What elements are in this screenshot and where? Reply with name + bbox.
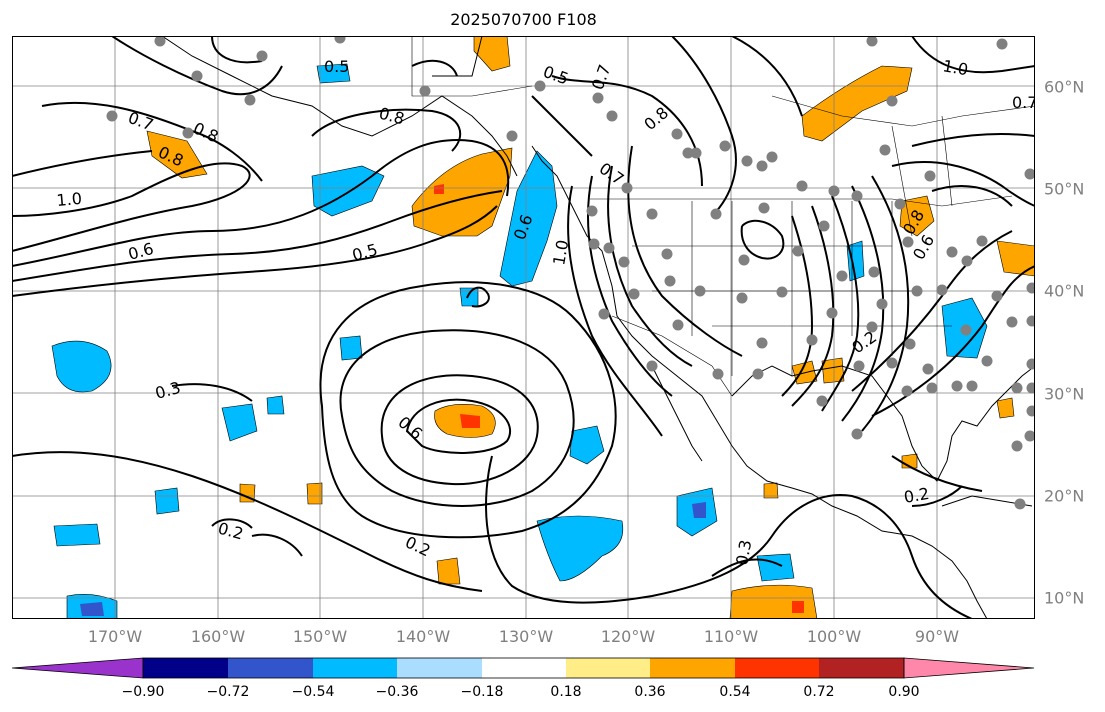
- cyan-field: [569, 425, 605, 465]
- cyan-field: [536, 515, 624, 582]
- contour-label: 1.0: [56, 189, 83, 210]
- cyan-field: [53, 523, 101, 547]
- colorbar-segment: [819, 658, 904, 678]
- orange-field: [473, 36, 511, 72]
- orange-field: [996, 397, 1015, 419]
- lat-lon-grid: [12, 36, 1035, 619]
- cyan-field: [316, 63, 351, 84]
- colorbar-tick-label: −0.72: [206, 684, 250, 700]
- cyan-field: [221, 403, 258, 442]
- cyan-field: [154, 487, 180, 515]
- map-panel: 0.5 0.7 0.8 0.8 0.8 1.0 0.6 0.5 0.3 0.6 …: [12, 36, 1035, 619]
- colorbar-frame: [142, 657, 905, 679]
- contour-label: 1.0: [549, 238, 572, 266]
- colorbar-tick-label: 0.54: [719, 684, 751, 700]
- colorbar-tick-label: −0.54: [291, 684, 335, 700]
- lon-label: 130°W: [498, 627, 554, 646]
- lat-label: 50°N: [1044, 179, 1085, 199]
- colorbar-segment: [735, 658, 819, 678]
- lon-label: 100°W: [806, 627, 862, 646]
- lon-label: 90°W: [914, 627, 960, 646]
- red-field: [792, 601, 804, 613]
- cyan-field: [846, 240, 865, 282]
- cyan-field: [756, 553, 795, 582]
- cyan-field: [266, 395, 285, 415]
- red-field: [434, 184, 444, 194]
- contour-label: 0.7: [1012, 93, 1035, 112]
- orange-field: [763, 482, 779, 499]
- orange-field: [996, 240, 1035, 277]
- lon-label: 160°W: [190, 627, 246, 646]
- map-background: [12, 36, 1035, 619]
- lat-label: 30°N: [1044, 384, 1085, 404]
- colorbar-tick-label: 0.90: [888, 684, 920, 700]
- orange-field: [821, 357, 845, 384]
- orange-field: [801, 65, 913, 142]
- shaded-fields: [51, 36, 1035, 619]
- colorbar-extend-low: [12, 657, 144, 679]
- orange-field: [899, 195, 935, 237]
- lat-label: 40°N: [1044, 281, 1085, 301]
- lon-label: 140°W: [395, 627, 451, 646]
- cyan-field: [339, 335, 363, 361]
- lat-label: 20°N: [1044, 486, 1085, 506]
- colorbar-tick-label: −0.18: [460, 684, 504, 700]
- lon-label: 170°W: [87, 627, 143, 646]
- colorbar: [12, 657, 1035, 679]
- contour-label-group: 0.5 0.7 0.8 0.8 0.8 1.0 0.6 0.5 0.3 0.6 …: [56, 56, 1035, 566]
- map-title: 2025070700 F108: [450, 10, 597, 29]
- colorbar-tick-label: −0.36: [375, 684, 419, 700]
- orange-field: [436, 557, 461, 585]
- colorbar-tick-label: −0.90: [121, 684, 165, 700]
- lat-label: 10°N: [1044, 588, 1085, 608]
- map-frame: [12, 36, 1035, 619]
- blue-field: [80, 602, 104, 616]
- orange-field: [306, 482, 323, 505]
- lat-label: 60°N: [1044, 77, 1085, 97]
- contour-label: 0.2: [902, 484, 930, 507]
- colorbar-segments: [12, 657, 1035, 679]
- contour-label: 1.0: [941, 56, 969, 79]
- blue-field: [692, 502, 706, 518]
- lon-label: 110°W: [703, 627, 759, 646]
- colorbar-extend-high: [903, 657, 1035, 679]
- colorbar-segment: [482, 658, 566, 678]
- colorbar-segment: [397, 658, 482, 678]
- station-markers: [106, 36, 1035, 510]
- lon-label: 120°W: [600, 627, 656, 646]
- colorbar-tick-label: 0.72: [803, 684, 835, 700]
- colorbar-tick-label: 0.36: [634, 684, 666, 700]
- colorbar-segment: [228, 658, 313, 678]
- colorbar-segment: [650, 658, 735, 678]
- lon-label: 150°W: [292, 627, 348, 646]
- colorbar-segment: [313, 658, 397, 678]
- red-field: [460, 414, 480, 428]
- colorbar-tick-label: 0.18: [550, 684, 582, 700]
- contour-label: 0.3: [732, 538, 755, 566]
- colorbar-segment: [566, 658, 650, 678]
- contour-label: 0.5: [324, 57, 349, 76]
- contour-lines: [12, 36, 1035, 619]
- colorbar-segment: [143, 658, 228, 678]
- cyan-field: [499, 150, 558, 287]
- cyan-field: [51, 340, 112, 393]
